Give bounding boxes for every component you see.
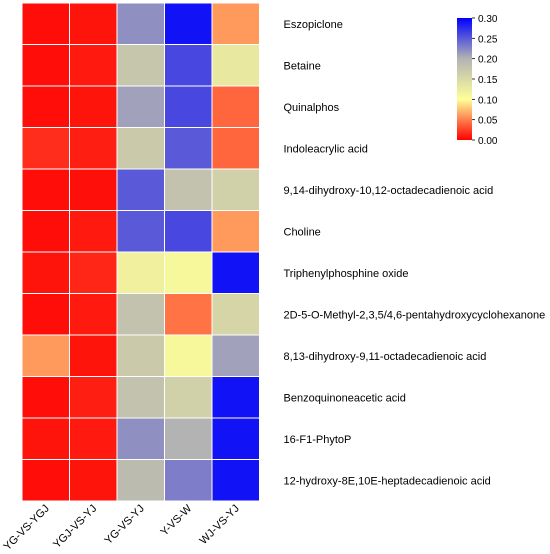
heatmap-cell <box>211 210 260 253</box>
heatmap-cell <box>21 376 70 419</box>
heatmap-cell <box>69 334 118 377</box>
colorbar-ticks: 0.00 0.05 0.10 0.15 0.20 0.25 0.30 <box>472 14 498 147</box>
heatmap-cell <box>116 334 165 377</box>
row-label: Triphenylphosphine oxide <box>284 268 409 280</box>
row-label: Betaine <box>284 60 321 72</box>
heatmap-cell <box>21 417 70 460</box>
heatmap-cell <box>21 127 70 170</box>
heatmap-cell <box>69 293 118 336</box>
heatmap-cell <box>21 210 70 253</box>
heatmap-cell <box>164 251 213 294</box>
colorbar-tick-label: 0.20 <box>478 55 498 66</box>
heatmap-cell <box>116 293 165 336</box>
heatmap-cell <box>21 44 70 87</box>
heatmap-cell <box>21 293 70 336</box>
row-labels: Eszopiclone Betaine Quinalphos Indoleacryli… <box>284 19 546 488</box>
row-label: Benzoquinoneacetic acid <box>284 392 406 404</box>
row-label: Eszopiclone <box>284 19 343 31</box>
heatmap-cell <box>211 417 260 460</box>
colorbar-tick-label: 0.00 <box>478 136 498 147</box>
column-label: YGJ-VS-YJ <box>51 503 99 551</box>
heatmap-cell <box>21 251 70 294</box>
colorbar-tick-label: 0.10 <box>478 95 498 106</box>
heatmap-cell <box>164 168 213 211</box>
heatmap-cell <box>211 2 260 45</box>
heatmap-cell <box>211 251 260 294</box>
heatmap-cell <box>21 85 70 128</box>
row-label: 12-hydroxy-8E,10E-heptadecadienoic acid <box>284 475 491 487</box>
heatmap-cell <box>116 251 165 294</box>
heatmap-cell <box>116 127 165 170</box>
row-label: 9,14-dihydroxy-10,12-octadecadienoic aci… <box>284 185 494 197</box>
heatmap-cell <box>21 168 70 211</box>
colorbar-tick-label: 0.05 <box>478 116 498 127</box>
row-label: 2D-5-O-Methyl-2,3,5/4,6-pentahydroxycycl… <box>284 309 546 321</box>
colorbar-gradient <box>457 18 472 140</box>
heatmap-cell <box>164 376 213 419</box>
heatmap-cell <box>164 210 213 253</box>
heatmap-cell <box>164 334 213 377</box>
heatmap-cell <box>116 44 165 87</box>
heatmap-cell <box>69 2 118 45</box>
heatmap-cell <box>116 210 165 253</box>
heatmap-cell <box>211 85 260 128</box>
row-label: 16-F1-PhytoP <box>284 434 352 446</box>
heatmap-cell <box>116 2 165 45</box>
column-label: YG-VS-YGJ <box>1 503 51 553</box>
heatmap-cell <box>69 85 118 128</box>
heatmap-cell <box>164 44 213 87</box>
heatmap-cell <box>164 459 213 502</box>
heatmap-cell <box>69 459 118 502</box>
row-label: 8,13-dihydroxy-9,11-octadecadienoic acid <box>284 351 487 363</box>
heatmap-cell <box>69 127 118 170</box>
heatmap-cell <box>69 417 118 460</box>
row-label: Indoleacrylic acid <box>284 143 368 155</box>
heatmap-cell <box>164 127 213 170</box>
heatmap-cell <box>164 293 213 336</box>
heatmap-cell <box>69 376 118 419</box>
column-label: Y-VS-W <box>159 502 195 538</box>
heatmap-cell <box>69 168 118 211</box>
heatmap-cell <box>211 44 260 87</box>
heatmap-cell <box>21 2 70 45</box>
column-labels: YG-VS-YGJ YGJ-VS-YJ YG-VS-YJ Y-VS-W WJ-VS-YJ <box>1 502 241 553</box>
column-label: WJ-VS-YJ <box>198 503 242 547</box>
row-label: Quinalphos <box>284 102 340 114</box>
heatmap-cell <box>211 293 260 336</box>
heatmap-cell <box>211 334 260 377</box>
heatmap-cell <box>21 334 70 377</box>
heatmap-cell <box>116 459 165 502</box>
heatmap-cell <box>164 2 213 45</box>
colorbar-tick-label: 0.30 <box>478 14 498 25</box>
heatmap-cell <box>211 459 260 502</box>
heatmap-cell <box>116 376 165 419</box>
heatmap-cell <box>211 376 260 419</box>
heatmap-cell <box>211 168 260 211</box>
heatmap-cell <box>164 417 213 460</box>
colorbar-tick-label: 0.25 <box>478 34 498 45</box>
heatmap-cell <box>211 127 260 170</box>
heatmap-cell <box>69 44 118 87</box>
colorbar-legend: 0.00 0.05 0.10 0.15 0.20 0.25 0.30 <box>457 14 498 147</box>
heatmap-cell <box>116 85 165 128</box>
heatmap-cell <box>116 417 165 460</box>
heatmap-cell <box>21 459 70 502</box>
heatmap-cell <box>164 85 213 128</box>
heatmap-cell <box>69 210 118 253</box>
heatmap-cell <box>69 251 118 294</box>
column-label: YG-VS-YJ <box>103 503 147 547</box>
heatmap-cells <box>21 2 260 502</box>
row-label: Choline <box>284 226 321 238</box>
colorbar-tick-label: 0.15 <box>478 75 498 86</box>
heatmap-cell <box>116 168 165 211</box>
